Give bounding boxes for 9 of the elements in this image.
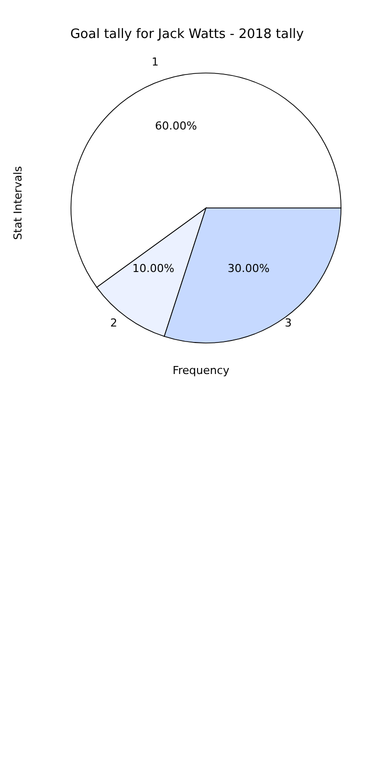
slice-label: 2 <box>110 316 118 330</box>
data-label: 30.00% <box>228 262 270 276</box>
chart-title: Goal tally for Jack Watts - 2018 tally <box>70 27 304 42</box>
data-label: 60.00% <box>154 119 197 132</box>
slice-label: 3 <box>284 316 292 330</box>
slice-label: 1 <box>152 55 159 68</box>
text: Stat Intervals <box>12 166 24 240</box>
data-label: 10.00% <box>132 262 174 276</box>
text: Frequency <box>172 364 230 377</box>
